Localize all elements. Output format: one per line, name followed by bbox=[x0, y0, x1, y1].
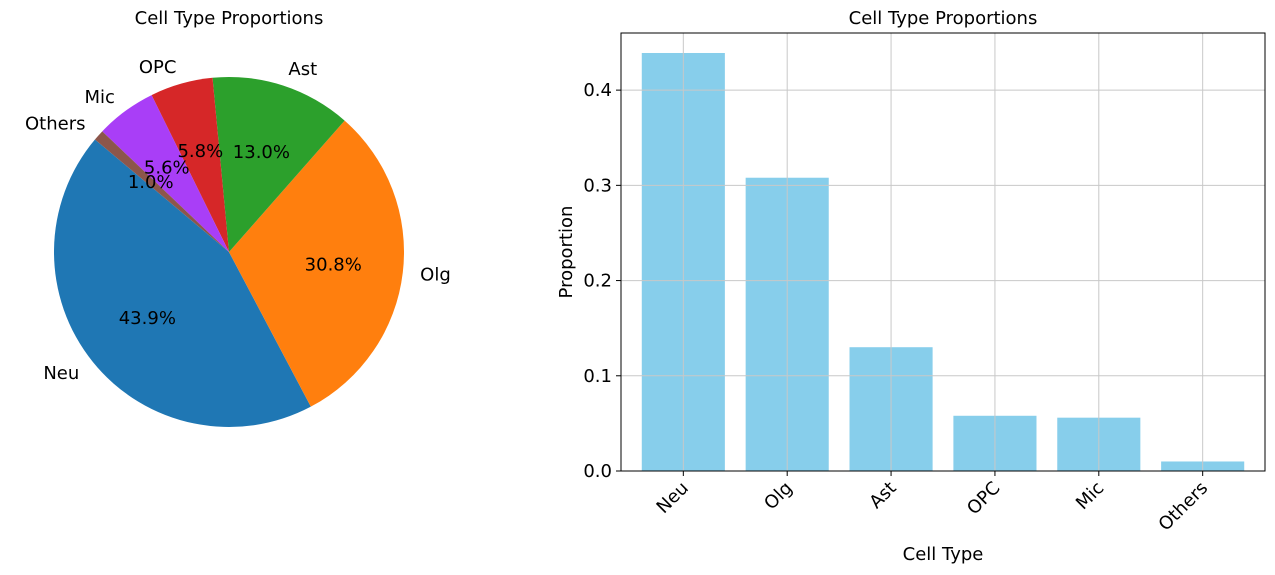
bar-y-tick-label: 0.2 bbox=[583, 271, 612, 292]
pie-percent-label-olg: 30.8% bbox=[305, 254, 362, 275]
pie-slice-others bbox=[94, 131, 229, 252]
pie-labels: Neu 43.9% Olg 30.8% Ast 13.0% OPC 5.8% Mic 5.6% Ot… bbox=[25, 57, 451, 384]
bar-y-tick-label: 0.4 bbox=[583, 80, 612, 101]
bar-y-tick-label: 0.0 bbox=[583, 461, 612, 482]
pie-slices bbox=[53, 77, 405, 428]
pie-percent-label-mic: 5.6% bbox=[144, 157, 190, 178]
bar-x-axis-label: Cell Type bbox=[903, 544, 984, 565]
bar-chart: Cell Type Proportions 0.00.10.20.30.4 Ne… bbox=[556, 8, 1266, 565]
bar-plot-frame bbox=[620, 32, 1266, 472]
pie-label-mic: Mic bbox=[85, 87, 115, 108]
bar-chart-title: Cell Type Proportions bbox=[849, 8, 1038, 29]
pie-percent-label-neu: 43.9% bbox=[119, 308, 176, 329]
pie-label-opc: OPC bbox=[139, 57, 177, 78]
pie-percent-label-ast: 13.0% bbox=[233, 142, 290, 163]
pie-label-neu: Neu bbox=[43, 363, 79, 384]
pie-slice-olg bbox=[229, 120, 405, 407]
pie-chart-title: Cell Type Proportions bbox=[135, 8, 324, 29]
bar-y-tick-label: 0.3 bbox=[583, 175, 612, 196]
bar-y-tick-label: 0.1 bbox=[583, 366, 612, 387]
pie-slice-ast bbox=[212, 77, 345, 252]
pie-label-olg: Olg bbox=[420, 265, 451, 286]
pie-slice-neu bbox=[53, 139, 311, 428]
pie-label-others: Others bbox=[25, 114, 86, 135]
bar-y-axis-label: Proportion bbox=[556, 206, 577, 299]
pie-slice-mic bbox=[102, 95, 229, 253]
pie-percent-label-opc: 5.8% bbox=[177, 141, 223, 162]
pie-percent-label-others: 1.0% bbox=[128, 172, 174, 193]
pie-chart: Cell Type Proportions Neu 43.9% Olg 30.8% As… bbox=[25, 8, 451, 428]
pie-slice-opc bbox=[151, 77, 229, 252]
bar-y-ticks: 0.0 0.1 0.2 0.3 0.4 bbox=[583, 80, 621, 482]
pie-label-ast: Ast bbox=[288, 59, 317, 80]
